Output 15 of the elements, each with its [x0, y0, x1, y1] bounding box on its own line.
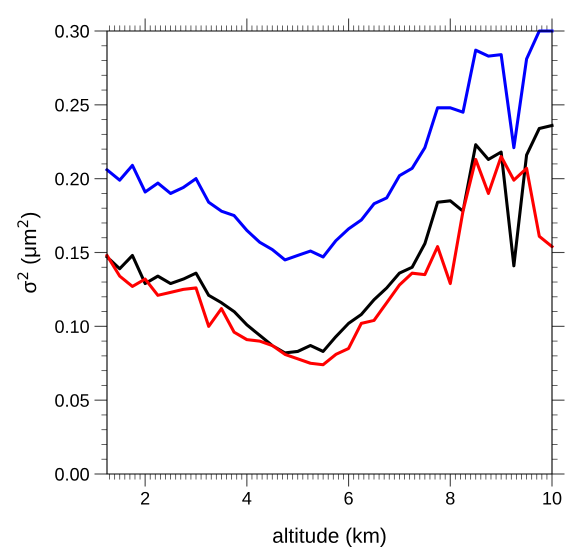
y-tick-label: 0.15 [55, 246, 89, 260]
x-tick-label: 4 [242, 492, 252, 504]
y-tick-label: 0.10 [55, 320, 89, 334]
line-series [105, 154, 554, 366]
y-tick-label: 0.30 [55, 24, 89, 38]
x-tick-label: 2 [141, 492, 150, 504]
y-tick-label: 0.05 [55, 394, 89, 407]
y-tick-label: 0.20 [55, 172, 89, 186]
x-tick-label: 10 [543, 492, 562, 505]
y-axis-title: σ$^{2}$ (μm$^{2}$) [17, 212, 40, 293]
x-tick-label: 6 [344, 492, 353, 505]
x-axis-title: altitude (km) [273, 528, 386, 548]
y-tick-label: 0.25 [55, 98, 89, 112]
y-tick-label: 0.00 [55, 468, 89, 481]
x-tick-label: 8 [446, 492, 455, 505]
